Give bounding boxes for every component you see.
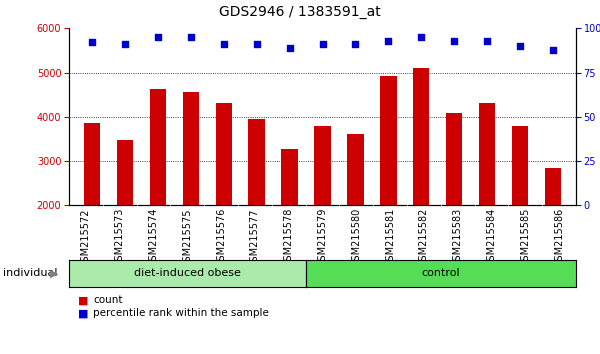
Point	[219, 41, 229, 47]
Bar	[215, 103, 232, 205]
Bar	[149, 90, 166, 205]
Point	[87, 40, 97, 45]
Text: GSM215577: GSM215577	[250, 208, 260, 268]
Text: GSM215575: GSM215575	[182, 208, 193, 268]
Text: GSM215586: GSM215586	[554, 208, 564, 267]
Point	[285, 45, 295, 51]
Point	[482, 38, 492, 44]
Bar	[413, 68, 430, 205]
Bar	[84, 124, 100, 205]
Text: percentile rank within the sample: percentile rank within the sample	[93, 308, 269, 318]
Bar	[380, 76, 397, 205]
Point	[548, 47, 558, 52]
Text: ■: ■	[78, 308, 89, 318]
Text: GSM215574: GSM215574	[149, 208, 158, 267]
Text: control: control	[421, 268, 460, 279]
Bar	[182, 92, 199, 205]
Text: GSM215579: GSM215579	[317, 208, 328, 267]
Text: GSM215573: GSM215573	[115, 208, 125, 267]
Text: GSM215580: GSM215580	[352, 208, 361, 267]
Point	[383, 38, 393, 44]
Point	[350, 41, 360, 47]
Point	[449, 38, 459, 44]
Point	[252, 41, 262, 47]
Bar	[446, 113, 463, 205]
Bar	[281, 149, 298, 205]
Bar	[117, 140, 133, 205]
Text: GSM215576: GSM215576	[216, 208, 226, 267]
Point	[153, 34, 163, 40]
Point	[120, 41, 130, 47]
Text: GSM215581: GSM215581	[385, 208, 395, 267]
Text: ■: ■	[78, 295, 89, 305]
Bar	[545, 168, 561, 205]
Text: GSM215583: GSM215583	[453, 208, 463, 267]
Text: GSM215582: GSM215582	[419, 208, 429, 267]
Text: GDS2946 / 1383591_at: GDS2946 / 1383591_at	[219, 5, 381, 19]
Text: ▶: ▶	[50, 268, 58, 279]
Text: GSM215572: GSM215572	[81, 208, 91, 268]
Text: individual: individual	[3, 268, 58, 279]
Bar	[248, 120, 265, 205]
Bar	[512, 126, 528, 205]
Point	[318, 41, 328, 47]
Text: diet-induced obese: diet-induced obese	[134, 268, 241, 279]
Text: GSM215584: GSM215584	[487, 208, 497, 267]
Point	[186, 34, 196, 40]
Text: GSM215585: GSM215585	[520, 208, 530, 267]
Bar	[479, 103, 496, 205]
Text: GSM215578: GSM215578	[284, 208, 294, 267]
Text: count: count	[93, 295, 122, 305]
Point	[416, 34, 426, 40]
Bar	[347, 134, 364, 205]
Point	[515, 43, 525, 49]
Bar	[314, 126, 331, 205]
